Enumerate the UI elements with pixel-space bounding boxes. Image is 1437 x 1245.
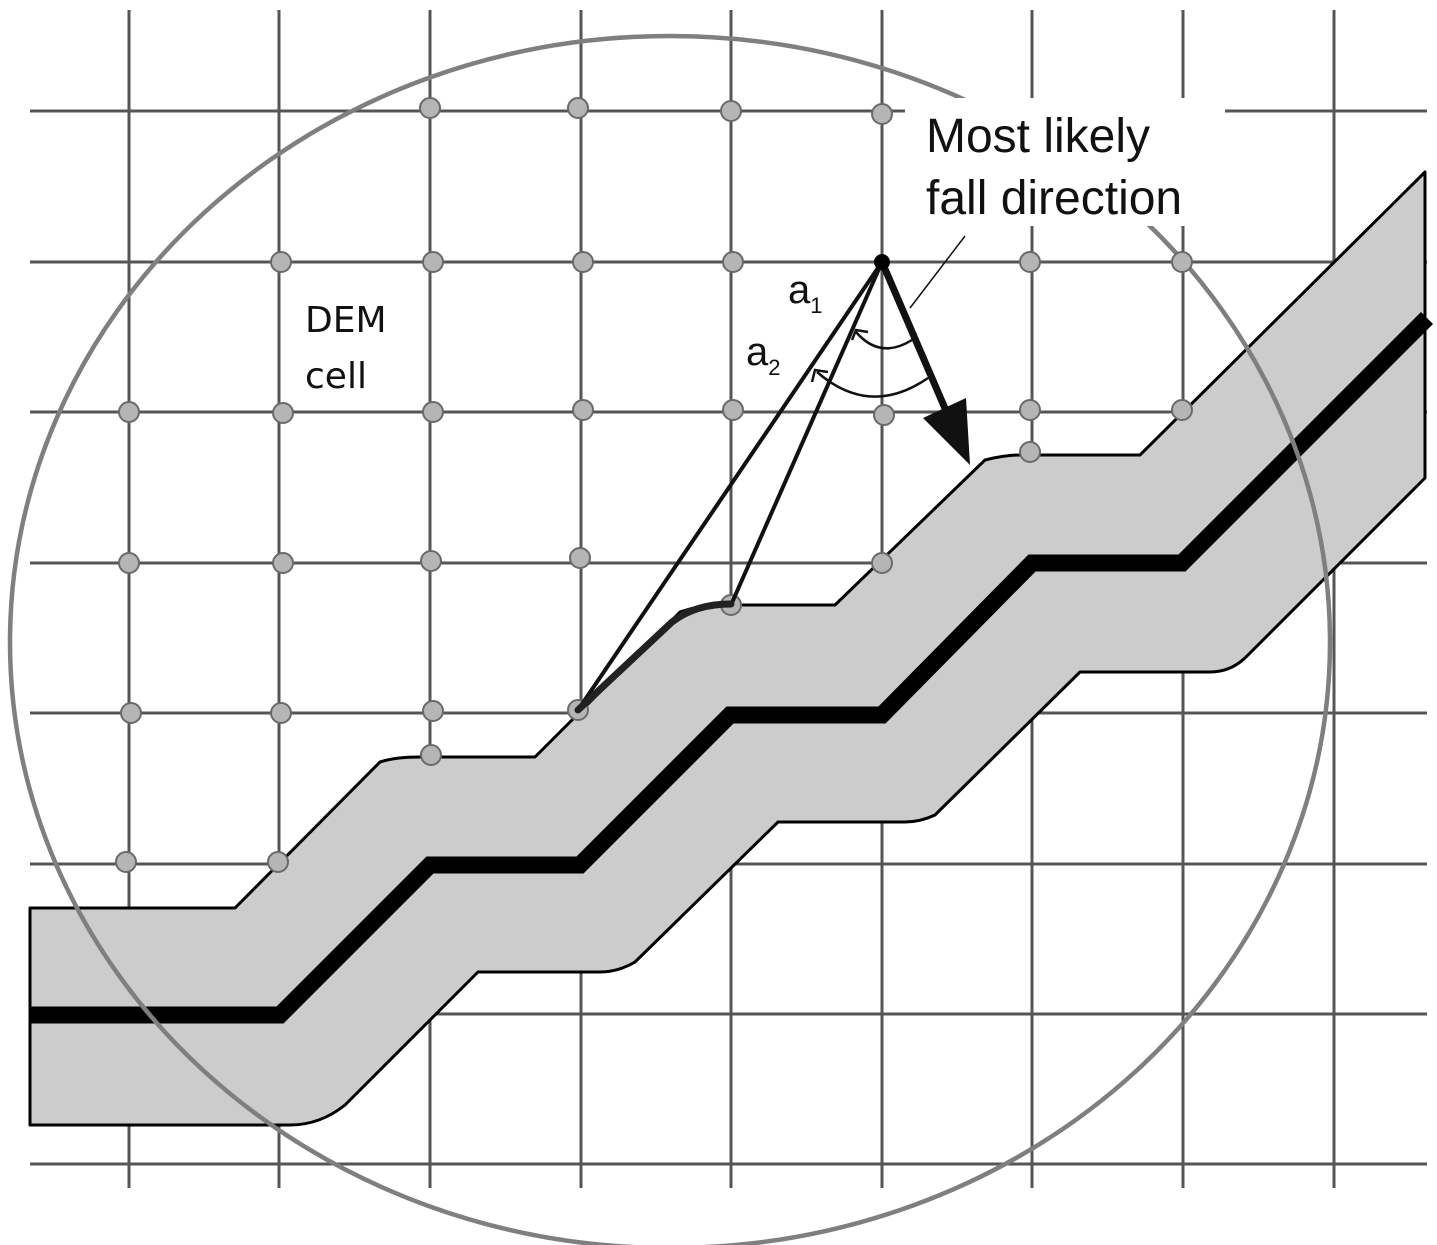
angle-label-a2: a2 [746, 330, 781, 380]
dem-node [722, 399, 744, 421]
road-edge-highlight [574, 600, 735, 714]
dem-node [1019, 441, 1041, 463]
dem-node [422, 251, 444, 273]
angle-label-a1: a1 [788, 268, 823, 318]
dem-node [120, 702, 142, 724]
dem-node [118, 401, 140, 423]
angle-arc-a1-arrowhead [850, 328, 869, 341]
dem-nodes [115, 97, 1193, 873]
angle-label-a2-sub: 2 [768, 355, 780, 380]
angle-label-a1-base: a [788, 268, 811, 312]
dem-node [871, 103, 893, 125]
dem-node [871, 552, 893, 574]
callout-leader-line [909, 235, 966, 309]
dem-node [420, 744, 442, 766]
fall-direction-arrow-shaft [878, 260, 954, 422]
fall-direction-label-line2: fall direction [926, 172, 1182, 225]
dem-node [567, 97, 589, 119]
dem-node [572, 399, 594, 421]
dem-node [569, 547, 591, 569]
dem-node [270, 251, 292, 273]
road-centerline [30, 311, 1434, 1024]
source-point [874, 254, 890, 270]
dem-node [1171, 251, 1193, 273]
dem-node [115, 851, 137, 873]
dem-node [873, 404, 895, 426]
dem-node [270, 702, 292, 724]
dem-node [267, 851, 289, 873]
dem-node [422, 700, 444, 722]
line-a1 [576, 260, 884, 712]
dem-node [272, 402, 294, 424]
dem-node [272, 552, 294, 574]
angle-label-a1-sub: 1 [810, 293, 822, 318]
dem-cell-label-line1: DEM [305, 300, 387, 341]
dem-node [422, 401, 444, 423]
dem-node [722, 251, 744, 273]
road-buffer-zone [28, 170, 1427, 1127]
angle-arc-a2 [816, 371, 929, 398]
dem-node [1171, 399, 1193, 421]
angle-label-a2-base: a [746, 330, 769, 374]
line-a2 [729, 261, 884, 606]
callout-label-background [905, 98, 1225, 226]
fall-direction-arrowhead [923, 398, 970, 465]
dem-node [118, 552, 140, 574]
dem-node [572, 251, 594, 273]
dem-node [1019, 399, 1041, 421]
dem-node [720, 100, 742, 122]
dem-cell-label-line2: cell [305, 356, 367, 397]
dem-node [420, 550, 442, 572]
angle-arc-a1 [855, 331, 913, 350]
dem-node [1019, 251, 1041, 273]
angle-construction-lines [576, 260, 884, 712]
dem-node [419, 97, 441, 119]
angle-arc-a2-arrowhead [810, 368, 829, 383]
fall-direction-label-line1: Most likely [926, 110, 1150, 163]
search-radius-circle [7, 33, 1333, 1245]
